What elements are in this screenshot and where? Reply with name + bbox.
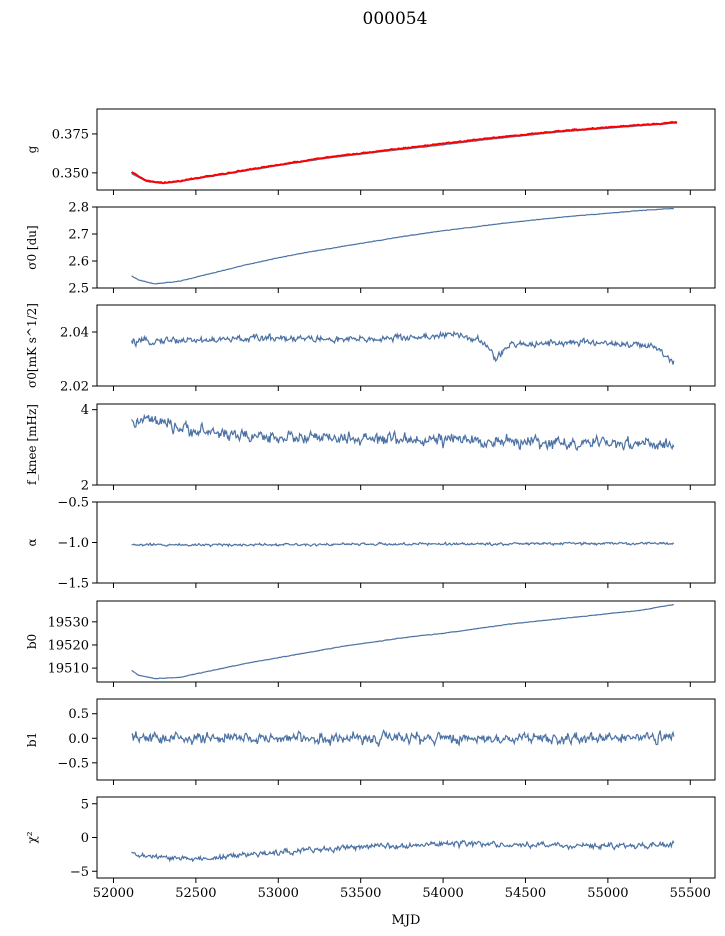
- series-line-2: [131, 120, 678, 185]
- series-line-1: [131, 729, 675, 748]
- y-tick-label: −0.5: [57, 756, 89, 771]
- y-tick-label: −1.0: [57, 536, 89, 551]
- axes-frame: [96, 403, 716, 486]
- y-tick-label: 2.5: [68, 282, 89, 297]
- series-line-1: [131, 839, 675, 863]
- y-axis-label: σ0[mK s^1/2]: [25, 303, 39, 388]
- y-tick-label: 0.375: [52, 127, 89, 142]
- axes-frame: [96, 108, 716, 191]
- series-line-1: [131, 541, 675, 548]
- y-tick-label: 19530: [48, 615, 89, 630]
- y-tick-label: 2: [81, 479, 89, 494]
- y-tick-label: 19520: [48, 638, 89, 653]
- panels: 0.350 0.375 g 2.5 2.6 2.7 2.8 σ0 [du] 2.02 2.04 σ0…: [25, 108, 716, 901]
- y-tick-label: 2.6: [68, 255, 89, 270]
- y-axis-label: α: [25, 538, 39, 546]
- y-tick-label: −5: [70, 865, 89, 880]
- axes-frame: [96, 206, 716, 289]
- panel-2: 2.5 2.6 2.7 2.8 σ0 [du]: [25, 201, 716, 297]
- panel-5: −1.5 −1.0 −0.5 α: [25, 496, 716, 592]
- x-tick-label: 52000: [93, 886, 134, 901]
- y-tick-label: 2.8: [68, 201, 89, 216]
- y-tick-label: 0.0: [68, 732, 89, 747]
- y-axis-label: g: [25, 145, 39, 153]
- axes-frame: [96, 304, 716, 387]
- panel-4: 2 4 f_knee [mHz]: [25, 403, 716, 494]
- panel-7: −0.5 0.0 0.5 b1: [25, 698, 716, 785]
- series-line-1: [131, 330, 675, 365]
- y-tick-label: 5: [81, 797, 89, 812]
- y-axis-label: b1: [25, 732, 39, 747]
- series-line-1: [131, 207, 674, 285]
- y-tick-label: 19510: [48, 662, 89, 677]
- x-tick-label: 53500: [340, 886, 381, 901]
- y-axis-label: χ²: [25, 831, 39, 843]
- y-tick-label: 0.350: [52, 166, 89, 181]
- y-tick-label: 2.7: [68, 228, 89, 243]
- series-line-1: [131, 603, 674, 680]
- y-axis-label: b0: [25, 634, 39, 649]
- x-tick-label: 55500: [670, 886, 711, 901]
- panel-6: 19510 19520 19530 b0: [25, 600, 716, 687]
- axes-frame: [96, 698, 716, 781]
- y-tick-label: −1.5: [57, 577, 89, 592]
- panel-1: 0.350 0.375 g: [25, 108, 716, 195]
- x-tick-label: 55000: [587, 886, 628, 901]
- y-axis-label: f_knee [mHz]: [25, 404, 39, 485]
- series-line-1: [131, 413, 675, 452]
- figure-title: 000054: [363, 9, 428, 29]
- x-axis-label: MJD: [392, 913, 421, 928]
- y-tick-label: 4: [81, 403, 89, 418]
- y-tick-label: 2.02: [60, 380, 89, 395]
- panel-3: 2.02 2.04 σ0[mK s^1/2]: [25, 303, 716, 395]
- y-tick-label: 0: [81, 831, 89, 846]
- y-tick-label: 0.5: [68, 707, 89, 722]
- series-line-1: [131, 122, 678, 185]
- x-tick-label: 54000: [422, 886, 463, 901]
- axes-frame: [96, 600, 716, 683]
- axes-frame: [96, 796, 716, 879]
- panel-8: −5 0 5 52000 52500 53000 53500 54000 54500 55000 5…: [25, 796, 716, 901]
- y-axis-label: σ0 [du]: [25, 225, 39, 269]
- x-tick-label: 54500: [505, 886, 546, 901]
- x-tick-label: 53000: [258, 886, 299, 901]
- y-tick-label: −0.5: [57, 496, 89, 511]
- x-tick-label: 52500: [175, 886, 216, 901]
- y-tick-label: 2.04: [60, 326, 89, 341]
